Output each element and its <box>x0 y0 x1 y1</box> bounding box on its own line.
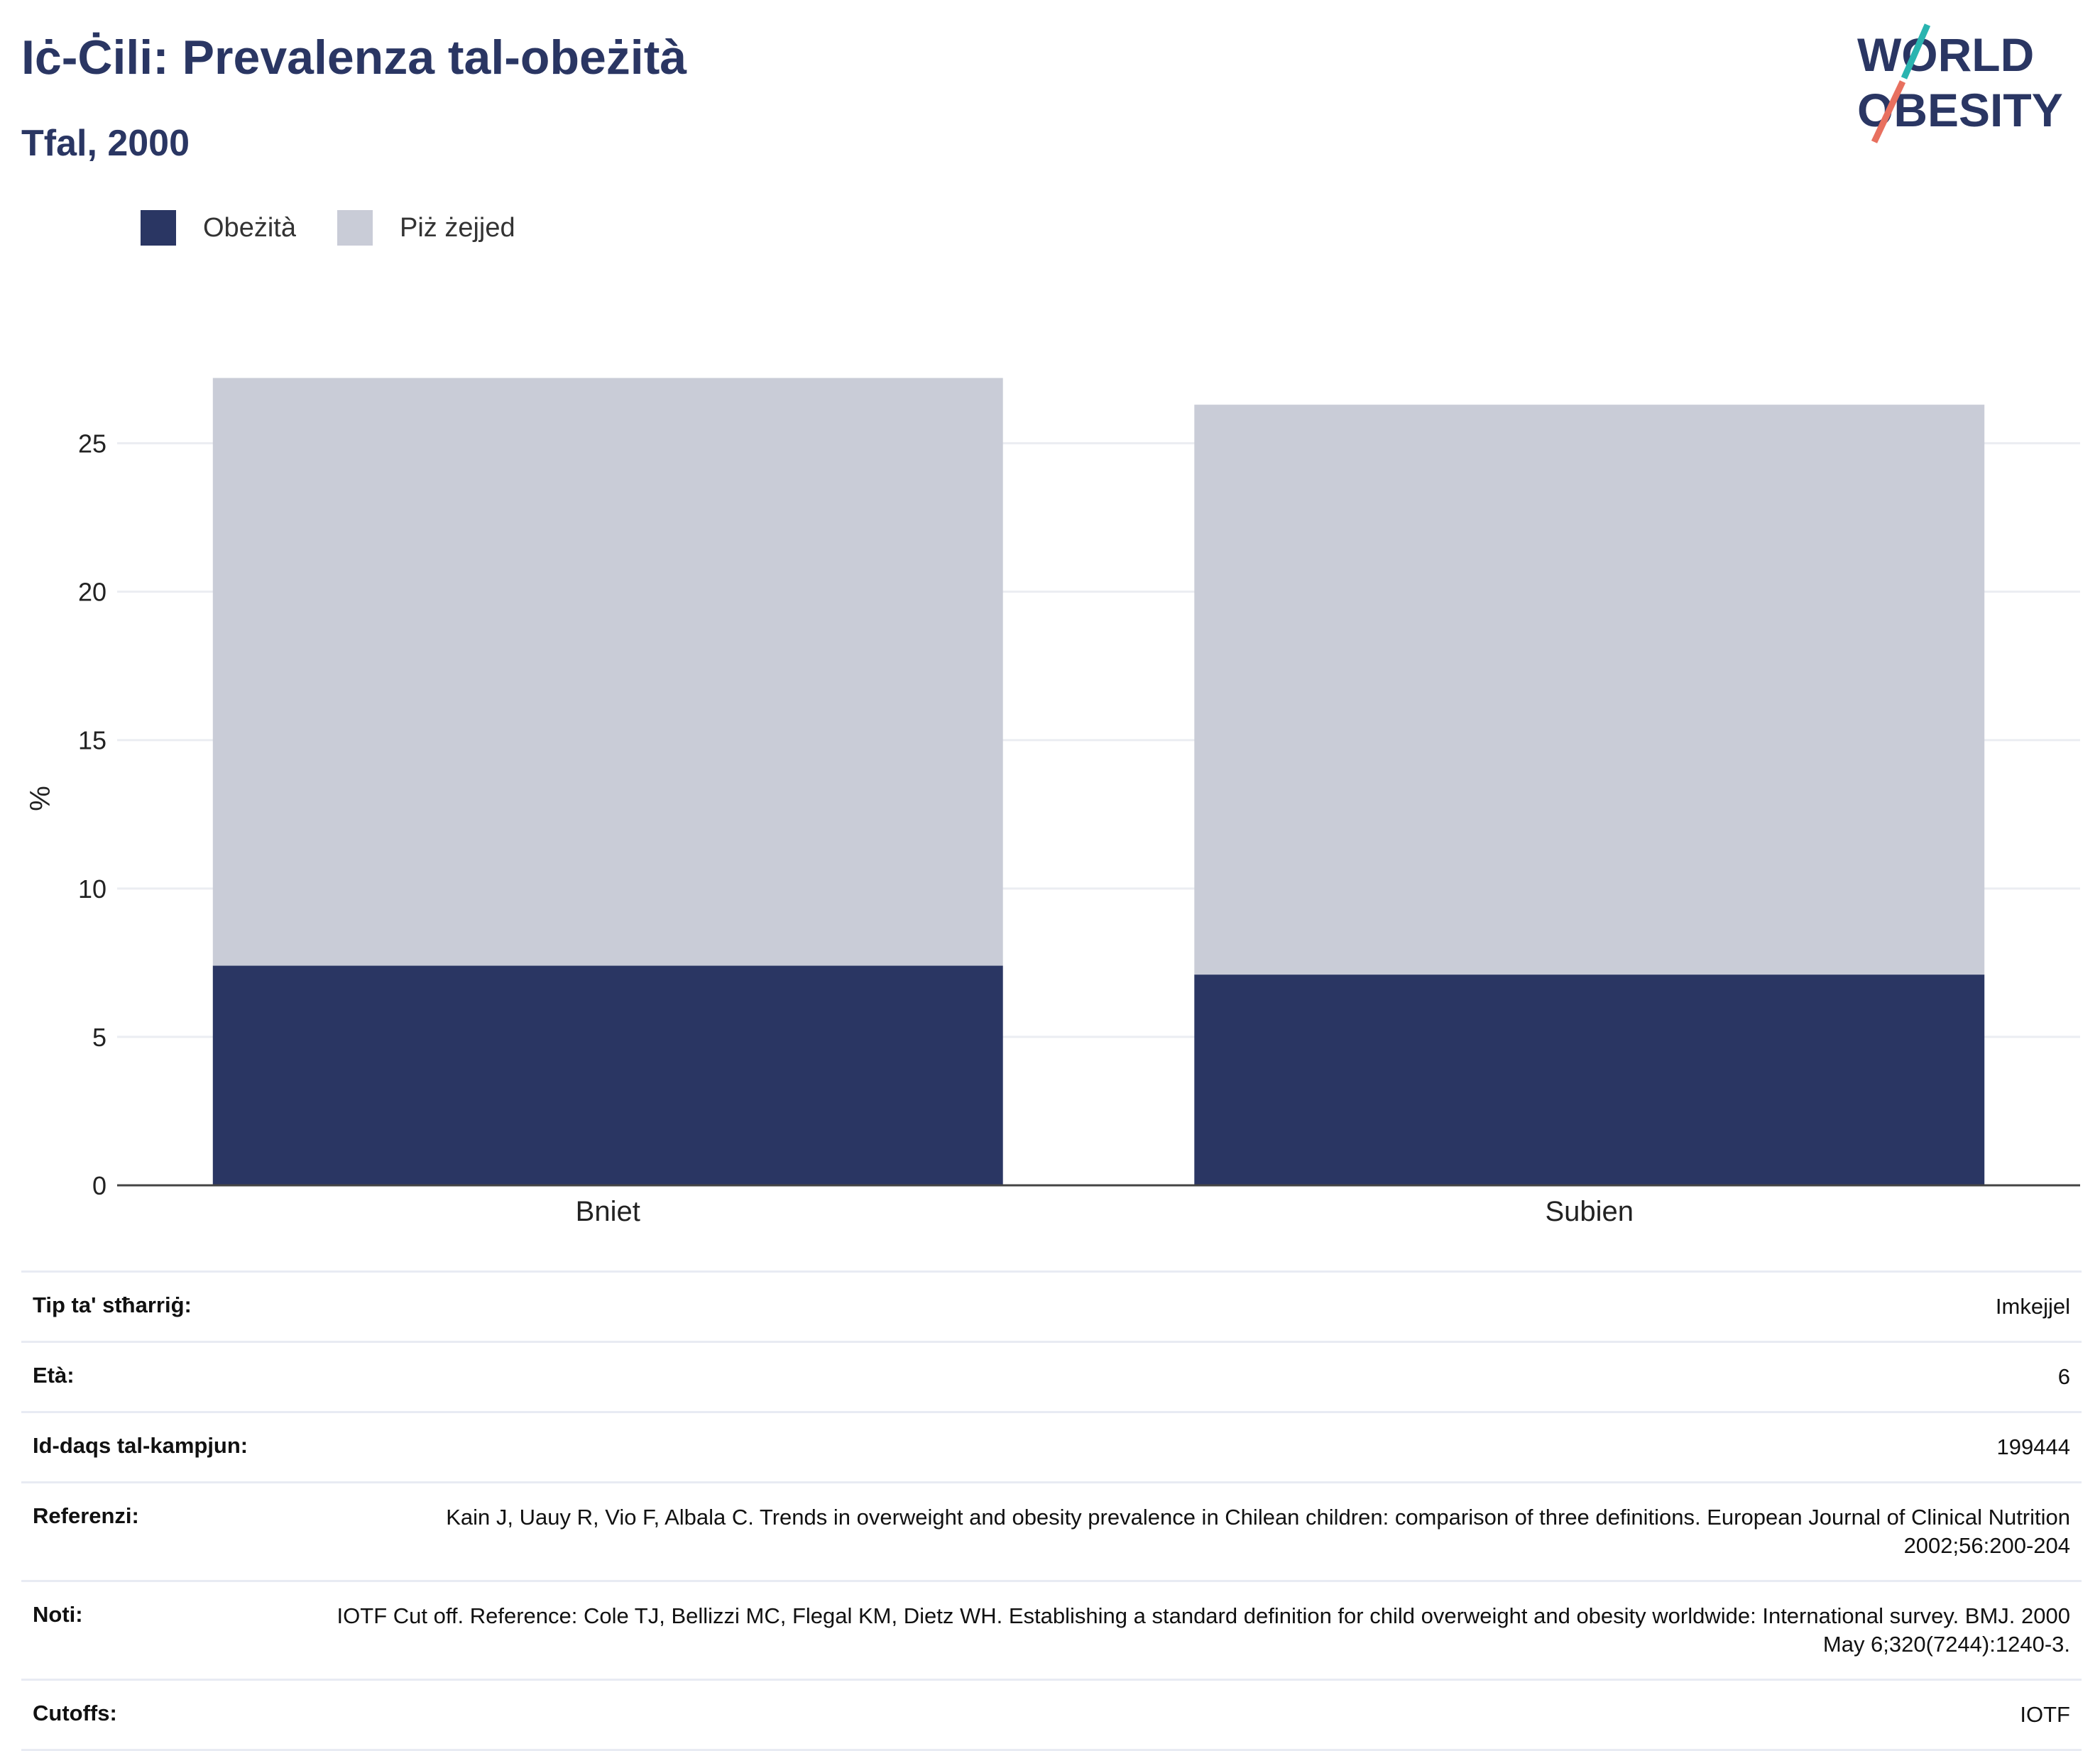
legend-item-obesity[interactable]: Obeżità <box>141 210 296 246</box>
logo-slash-coral <box>1871 80 1906 143</box>
metadata-value: IOTF <box>2020 1702 2070 1727</box>
bar-overweight <box>1194 405 1985 975</box>
metadata-value: Imkejjel <box>1995 1294 2070 1319</box>
world-obesity-logo: WORLD OBESITY <box>1857 23 2063 143</box>
y-tick-label: 15 <box>78 726 106 755</box>
metadata-row: Referenzi: Kain J, Uauy R, Vio F, Albala … <box>21 1481 2082 1580</box>
metadata-key: Noti: <box>33 1602 83 1627</box>
y-tick-label: 5 <box>92 1023 106 1052</box>
metadata-table: Tip ta' stħarriġ: Imkejjel Età: 6 Id-daqs ta… <box>21 1270 2082 1751</box>
metadata-key: Id-daqs tal-kampjun: <box>33 1433 248 1458</box>
metadata-row: Età: 6 <box>21 1341 2082 1411</box>
logo-line1: WORLD <box>1857 28 2034 81</box>
metadata-row: Cutoffs: IOTF <box>21 1679 2082 1751</box>
legend-swatch-obesity <box>141 210 176 246</box>
y-tick-label: 0 <box>92 1171 106 1200</box>
bar-chart: 0 5 10 15 20 25% Bniet Subien <box>25 378 2080 1227</box>
logo-slash-teal <box>1901 23 1931 79</box>
x-tick-label: Bniet <box>576 1196 640 1227</box>
chart-title: Iċ-Ċili: Prevalenza tal-obeżità <box>21 31 687 84</box>
legend-label-obesity: Obeżità <box>203 212 296 243</box>
y-tick-label: 20 <box>78 578 106 607</box>
metadata-value: 199444 <box>1996 1434 2070 1459</box>
chart-subtitle: Tfal, 2000 <box>21 123 190 164</box>
bar-overweight <box>212 378 1003 966</box>
metadata-key: Cutoffs: <box>33 1701 117 1725</box>
metadata-row: Id-daqs tal-kampjun: 199444 <box>21 1411 2082 1481</box>
legend-label-overweight: Piż żejjed <box>399 212 515 243</box>
metadata-key: Età: <box>33 1363 75 1388</box>
metadata-value: Kain J, Uauy R, Vio F, Albala C. Trends … <box>446 1505 2070 1558</box>
y-axis-label: % <box>25 786 56 811</box>
metadata-value: IOTF Cut off. Reference: Cole TJ, Belliz… <box>337 1603 2070 1657</box>
bar-obesity <box>212 965 1003 1185</box>
chart-legend: Obeżità Piż żejjed <box>141 210 557 246</box>
metadata-row: Tip ta' stħarriġ: Imkejjel <box>21 1270 2082 1341</box>
metadata-key: Referenzi: <box>33 1503 139 1528</box>
bar-obesity <box>1194 975 1985 1185</box>
metadata-key: Tip ta' stħarriġ: <box>33 1292 192 1317</box>
metadata-row: Noti: IOTF Cut off. Reference: Cole TJ, B… <box>21 1580 2082 1679</box>
metadata-value: 6 <box>2057 1364 2070 1389</box>
x-tick-label: Subien <box>1545 1196 1634 1227</box>
legend-swatch-overweight <box>337 210 373 246</box>
y-tick-label: 10 <box>78 874 106 904</box>
y-tick-label: 25 <box>78 429 106 459</box>
legend-item-overweight[interactable]: Piż żejjed <box>337 210 515 246</box>
